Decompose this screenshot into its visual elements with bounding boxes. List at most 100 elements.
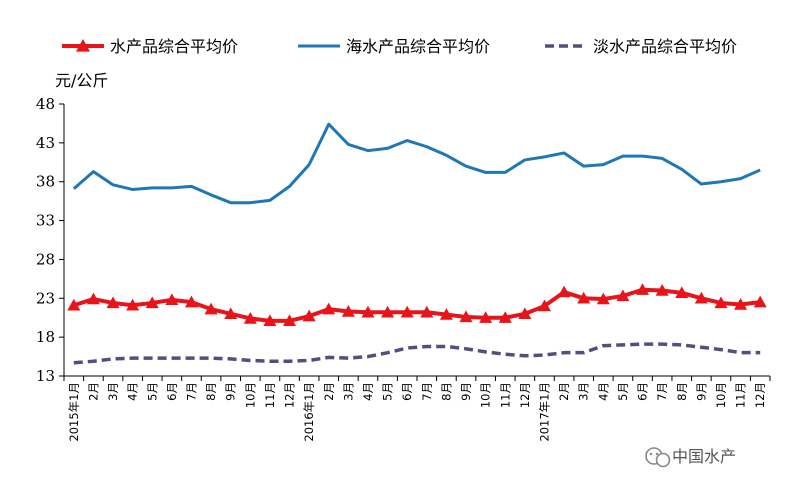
x-tick-label: 4月 [596, 382, 610, 401]
legend-marker [76, 39, 90, 52]
data-point [537, 299, 551, 312]
data-point [243, 311, 257, 324]
data-point [459, 310, 473, 323]
data-point [263, 314, 277, 327]
series-2 [72, 122, 761, 205]
data-point [106, 296, 120, 309]
x-tick-label: 7月 [184, 382, 198, 401]
data-point [204, 302, 218, 315]
legend-entry-2: 海水产品综合平均价 [298, 37, 490, 56]
x-tick-label: 10月 [243, 382, 257, 408]
x-tick-label: 7月 [655, 382, 669, 401]
x-tick-label: 3月 [106, 382, 120, 401]
x-tick-label: 11月 [498, 382, 512, 408]
x-tick-label: 9月 [224, 382, 238, 401]
x-tick-label: 11月 [734, 382, 748, 408]
legend-entry-3: 淡水产品综合平均价 [545, 37, 737, 56]
data-point [126, 298, 140, 311]
y-tick-label: 33 [36, 212, 55, 230]
x-tick-label: 3月 [577, 382, 591, 401]
x-tick-label: 10月 [479, 382, 493, 408]
data-point [145, 296, 159, 309]
data-point [694, 291, 708, 304]
x-tick-label: 2月 [322, 382, 336, 401]
legend-entry-1: 水产品综合平均价 [62, 37, 238, 56]
data-point [479, 311, 493, 323]
data-point [577, 291, 591, 304]
data-point [596, 292, 610, 305]
x-tick-label: 2月 [86, 382, 100, 401]
series-3 [73, 342, 761, 365]
x-tick-label: 7月 [420, 382, 434, 401]
x-tick-label: 6月 [636, 382, 650, 401]
data-point [283, 314, 297, 327]
x-tick-label: 5月 [145, 382, 159, 401]
data-point [322, 302, 336, 315]
x-tick-label: 8月 [204, 382, 218, 401]
y-tick-label: 48 [36, 95, 55, 113]
legend: 水产品综合平均价 海水产品综合平均价 淡水产品综合平均价 [62, 37, 737, 56]
x-tick-label: 11月 [263, 382, 277, 408]
data-point [616, 289, 630, 302]
data-point [636, 283, 650, 295]
x-tick-label: 12月 [283, 382, 297, 408]
y-tick-label: 13 [36, 367, 55, 385]
watermark-text: 中国水产 [672, 447, 736, 466]
x-tick-label: 4月 [361, 382, 375, 401]
x-tick-label: 5月 [616, 382, 630, 401]
series-line [73, 342, 761, 365]
data-point [381, 305, 395, 318]
data-point [184, 295, 198, 308]
wechat-icon [645, 447, 671, 468]
data-point [302, 309, 316, 322]
data-point [714, 296, 728, 309]
y-tick-label: 38 [36, 173, 55, 191]
x-tick-label: 9月 [459, 382, 473, 401]
x-tick-label: 4月 [126, 382, 140, 401]
x-tick-label: 6月 [165, 382, 179, 401]
data-point [518, 307, 532, 320]
y-tick-label: 43 [36, 134, 55, 152]
data-point [439, 308, 453, 320]
x-tick-label: 2016年1月 [302, 382, 316, 442]
legend-label: 海水产品综合平均价 [346, 37, 490, 56]
y-axis-ticks: 13 18 23 28 33 38 43 48 [36, 95, 64, 385]
data-point [753, 295, 767, 308]
y-tick-label: 18 [36, 328, 55, 346]
legend-label: 水产品综合平均价 [110, 37, 238, 56]
x-tick-label: 5月 [381, 382, 395, 401]
data-point [86, 292, 100, 305]
series-1 [67, 283, 767, 327]
series-line [72, 122, 761, 205]
x-tick-label: 12月 [518, 382, 532, 408]
y-axis-unit-label: 元/公斤 [55, 71, 108, 90]
y-tick-label: 23 [36, 289, 55, 307]
data-point [341, 304, 355, 317]
y-tick-label: 28 [36, 250, 55, 268]
x-tick-label: 6月 [400, 382, 414, 401]
legend-label: 淡水产品综合平均价 [593, 37, 737, 56]
data-point [498, 311, 512, 323]
data-point [675, 286, 689, 299]
data-point [361, 305, 375, 318]
data-point [655, 284, 669, 296]
x-tick-label: 2017年1月 [537, 382, 551, 442]
x-tick-label: 3月 [341, 382, 355, 401]
x-tick-label: 2015年1月 [67, 382, 81, 442]
series-layer [67, 122, 767, 365]
x-tick-label: 9月 [694, 382, 708, 401]
data-point [400, 305, 414, 318]
data-point [734, 298, 748, 310]
watermark: 中国水产 [645, 447, 736, 468]
data-point [557, 285, 571, 298]
x-tick-label: 12月 [753, 382, 767, 408]
x-tick-label: 8月 [675, 382, 689, 401]
data-point [420, 305, 434, 318]
x-axis-ticks: 2015年1月 2月 3月 4月 5月 6月 7月 8月 9月 10月 11月 12月 2016年1月 2… [63, 376, 771, 442]
data-point [224, 307, 238, 320]
x-tick-label: 2月 [557, 382, 571, 401]
data-point [67, 298, 81, 311]
x-tick-label: 10月 [714, 382, 728, 408]
data-point [165, 293, 179, 306]
